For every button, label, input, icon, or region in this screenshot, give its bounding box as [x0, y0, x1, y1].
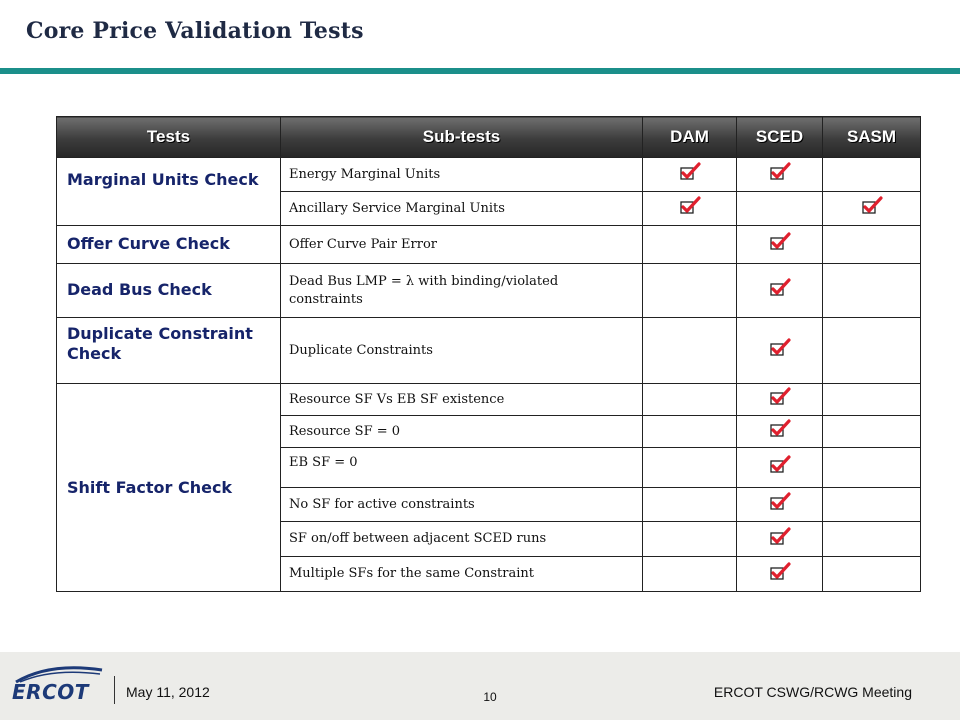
dam-cell	[642, 556, 737, 592]
dam-cell	[642, 263, 737, 318]
subtest-name: Energy Marginal Units	[280, 157, 643, 192]
test-name: Shift Factor Check	[56, 383, 281, 592]
subtest-name: No SF for active constraints	[280, 487, 643, 522]
test-name: Dead Bus Check	[56, 263, 281, 318]
sced-cell	[736, 487, 823, 522]
checkbox-check-icon	[769, 387, 791, 407]
table-row: Ancillary Service Marginal Units	[57, 191, 921, 226]
test-name: Offer Curve Check	[56, 225, 281, 264]
dam-cell	[642, 157, 737, 192]
sced-cell	[736, 383, 823, 416]
column-header: Tests	[56, 116, 281, 158]
subtest-name: SF on/off between adjacent SCED runs	[280, 521, 643, 557]
sasm-cell	[822, 415, 921, 448]
sasm-cell	[822, 383, 921, 416]
footer-meeting: ERCOT CSWG/RCWG Meeting	[713, 684, 912, 700]
sced-cell	[736, 317, 823, 384]
sasm-cell	[822, 521, 921, 557]
checkbox-check-icon	[769, 526, 791, 547]
page-title: Core Price Validation Tests	[26, 18, 364, 44]
subtest-name: Resource SF Vs EB SF existence	[280, 383, 643, 416]
dam-cell	[642, 447, 737, 488]
table-row: Dead Bus Check Dead Bus LMP = λ with bin…	[56, 263, 921, 318]
table-row: Multiple SFs for the same Constraint	[57, 556, 921, 592]
sasm-cell	[822, 157, 921, 192]
checkbox-check-icon	[769, 278, 791, 298]
checkbox-check-icon	[679, 162, 701, 182]
table-row: Marginal Units Check Energy Marginal Uni…	[56, 157, 921, 226]
logo-text: ERCOT	[12, 680, 89, 704]
sced-cell	[736, 521, 823, 557]
sasm-cell	[822, 263, 921, 318]
sced-cell	[736, 415, 823, 448]
checkbox-check-icon	[769, 455, 791, 475]
validation-tests-table: Tests Sub-tests DAM SCED SASM Marginal U…	[56, 116, 921, 592]
test-name: Marginal Units Check	[56, 157, 281, 226]
footer-bar	[0, 652, 960, 720]
table-row: Offer Curve Check Offer Curve Pair Error	[56, 225, 921, 264]
dam-cell	[642, 415, 737, 448]
sasm-cell	[822, 487, 921, 522]
subtest-name: Resource SF = 0	[280, 415, 643, 448]
checkbox-check-icon	[769, 561, 791, 582]
checkbox-check-icon	[769, 232, 791, 252]
table-header-row: Tests Sub-tests DAM SCED SASM	[56, 116, 921, 158]
sced-cell	[736, 263, 823, 318]
table-row: SF on/off between adjacent SCED runs	[57, 521, 921, 557]
column-header: Sub-tests	[280, 116, 643, 158]
checkbox-check-icon	[769, 492, 791, 512]
dam-cell	[642, 521, 737, 557]
table-row: Duplicate Constraint Check Duplicate Con…	[56, 317, 921, 384]
footer-divider	[114, 676, 115, 704]
sced-cell	[736, 157, 823, 192]
sasm-cell	[822, 556, 921, 592]
subtest-name: Dead Bus LMP = λ with binding/violated c…	[280, 263, 643, 318]
checkbox-check-icon	[769, 162, 791, 182]
sasm-cell	[822, 447, 921, 488]
table-row: EB SF = 0	[57, 447, 921, 488]
dam-cell	[642, 225, 737, 264]
sasm-cell	[822, 225, 921, 264]
ercot-logo	[15, 666, 103, 684]
checkbox-check-icon	[679, 196, 701, 216]
sced-cell	[736, 556, 823, 592]
dam-cell	[642, 191, 737, 226]
title-divider	[0, 68, 960, 74]
sasm-cell	[822, 317, 921, 384]
table-row: No SF for active constraints	[57, 487, 921, 522]
dam-cell	[642, 317, 737, 384]
subtest-name: EB SF = 0	[280, 447, 643, 488]
sasm-cell	[822, 191, 921, 226]
subtest-name: Duplicate Constraints	[280, 317, 643, 384]
subtest-name: Offer Curve Pair Error	[280, 225, 643, 264]
checkbox-check-icon	[769, 419, 791, 439]
table-row: Resource SF = 0	[57, 415, 921, 448]
column-header: SASM	[822, 116, 921, 158]
sced-cell	[736, 225, 823, 264]
checkbox-check-icon	[769, 338, 791, 358]
page-number: 10	[483, 690, 497, 704]
column-header: SCED	[736, 116, 823, 158]
column-header: DAM	[642, 116, 737, 158]
sced-cell	[736, 191, 823, 226]
footer-date: May 11, 2012	[126, 684, 210, 700]
sced-cell	[736, 447, 823, 488]
table-row: Shift Factor Check Resource SF Vs EB SF …	[56, 383, 921, 592]
subtest-name: Ancillary Service Marginal Units	[280, 191, 643, 226]
dam-cell	[642, 383, 737, 416]
subtest-name: Multiple SFs for the same Constraint	[280, 556, 643, 592]
test-name: Duplicate Constraint Check	[56, 317, 281, 384]
checkbox-check-icon	[861, 196, 883, 216]
dam-cell	[642, 487, 737, 522]
